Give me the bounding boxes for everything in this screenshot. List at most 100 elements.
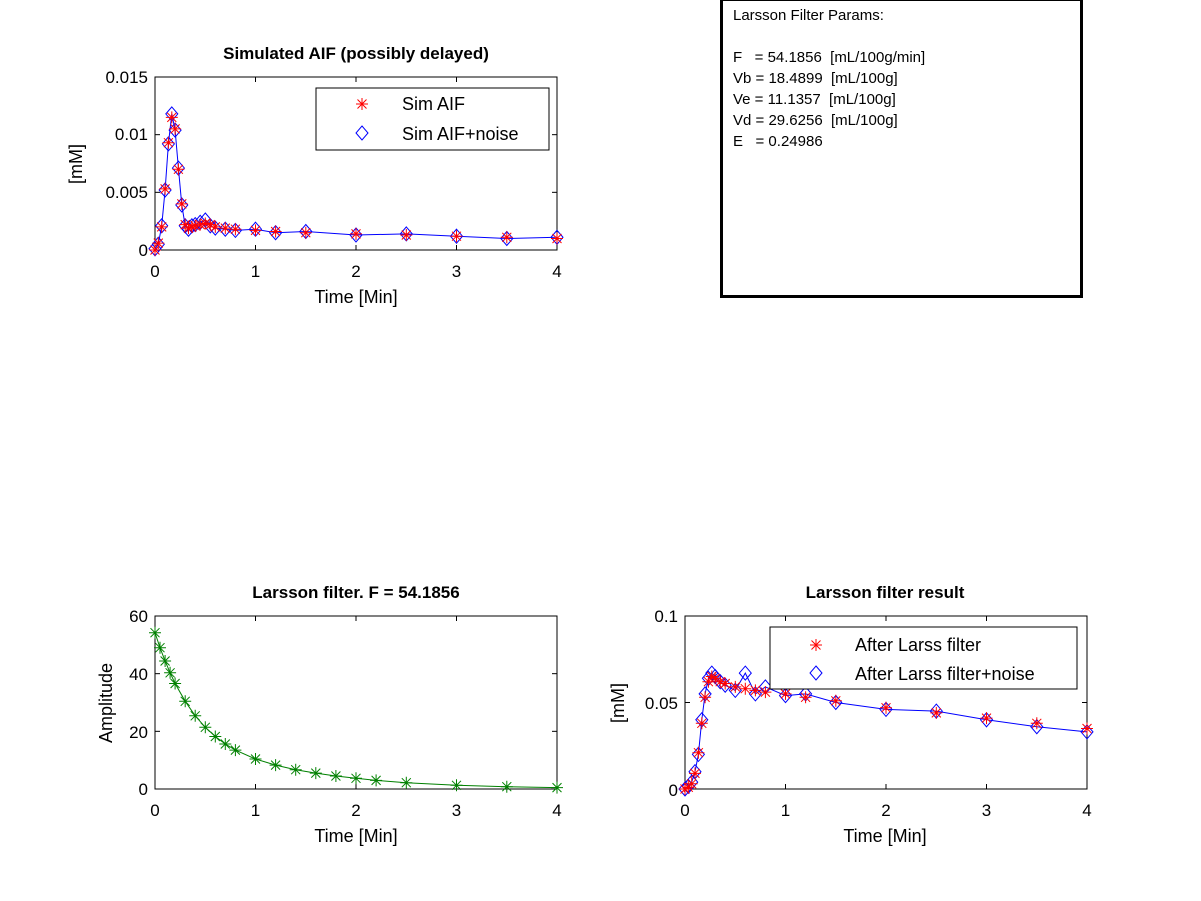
chart-title: Simulated AIF (possibly delayed): [223, 44, 489, 63]
data-point-asterisk: [370, 774, 383, 787]
y-tick-label: 0.015: [105, 68, 148, 87]
data-point-asterisk: [692, 746, 705, 759]
x-tick-label: 2: [351, 262, 360, 281]
legend-label-after-larss: After Larss filter: [855, 635, 981, 655]
plot-area: [154, 615, 558, 790]
x-axis-label: Time [Min]: [314, 287, 397, 307]
series-line-0: [154, 632, 558, 789]
data-point-diamond: [151, 236, 165, 252]
params-textbox: Larsson Filter Params: F = 54.1856 [mL/1…: [720, 0, 1083, 298]
x-tick-label: 3: [982, 801, 991, 820]
data-point-asterisk: [880, 701, 892, 714]
data-point-asterisk: [450, 779, 463, 792]
x-tick-label: 0: [150, 801, 159, 820]
data-point-asterisk: [289, 763, 302, 776]
data-point-asterisk: [714, 675, 727, 688]
data-point-diamond: [158, 182, 172, 198]
chart-title: Larsson filter. F = 54.1856: [252, 583, 459, 602]
data-point-asterisk: [695, 717, 708, 730]
data-point-asterisk: [229, 223, 242, 236]
data-point-diamond: [728, 682, 742, 699]
data-point-asterisk: [152, 237, 165, 250]
param-line-ve: Ve = 11.1357 [mL/100g]: [733, 91, 896, 108]
x-tick-label: 3: [452, 262, 461, 281]
x-tick-labels: 0 1 2 3 4: [150, 801, 561, 820]
data-point-asterisk: [500, 231, 513, 244]
data-point-asterisk: [155, 220, 168, 233]
data-point-asterisk: [175, 197, 188, 210]
data-point-asterisk: [799, 691, 812, 704]
data-point-asterisk: [980, 712, 993, 725]
data-point-diamond: [500, 230, 514, 247]
data-point-asterisk: [182, 222, 195, 235]
y-tick-label: 0: [139, 241, 148, 260]
data-point-asterisk: [269, 759, 282, 772]
data-point-asterisk: [199, 721, 212, 734]
x-tick-label: 0: [150, 262, 159, 281]
y-tick-label: 60: [129, 607, 148, 626]
data-point-asterisk: [164, 666, 177, 679]
legend-box: [769, 626, 1078, 690]
data-point-diamond: [349, 227, 363, 243]
data-point-asterisk: [249, 224, 262, 237]
data-point-asterisk: [179, 695, 192, 708]
data-point-diamond: [879, 701, 893, 718]
data-point-asterisk: [159, 182, 172, 195]
data-point-diamond: [228, 222, 243, 239]
legend-label-sim-aif-noise: Sim AIF+noise: [402, 124, 519, 144]
data-point-asterisk: [400, 229, 413, 241]
data-point-asterisk: [702, 675, 715, 688]
chart-larsson-result: Larsson filter result 0 1 2 3 4 0 0.05 0…: [608, 583, 1094, 846]
data-point-asterisk: [159, 655, 172, 667]
data-point-asterisk: [685, 777, 698, 790]
param-line-vb: Vb = 18.4899 [mL/100g]: [733, 70, 898, 87]
data-point-asterisk: [759, 686, 772, 699]
data-point-asterisk: [209, 220, 222, 233]
data-point-asterisk: [779, 687, 792, 700]
y-tick-label: 0.05: [645, 694, 678, 713]
x-tick-label: 0: [680, 801, 689, 820]
y-tick-label: 0.01: [115, 125, 148, 144]
data-point-asterisk: [1081, 722, 1093, 735]
data-point-diamond: [829, 694, 843, 711]
data-point-asterisk: [699, 691, 712, 704]
data-point-asterisk: [149, 626, 161, 639]
data-point-diamond: [168, 122, 182, 138]
data-point-asterisk: [299, 226, 312, 239]
legend-marker-sim-aif-noise: [355, 125, 369, 141]
y-axis-label: [mM]: [66, 144, 86, 184]
data-point-asterisk: [729, 680, 742, 693]
x-tick-label: 1: [781, 801, 790, 820]
data-point-asterisk: [450, 230, 463, 243]
chart-title: Larsson filter result: [806, 583, 965, 602]
y-tick-label: 0.1: [654, 607, 678, 626]
x-tick-labels: 0 1 2 3 4: [150, 262, 561, 281]
x-tick-label: 4: [552, 801, 561, 820]
legend-label-sim-aif: Sim AIF: [402, 94, 465, 114]
data-point-asterisk: [679, 783, 691, 795]
data-point-asterisk: [749, 684, 762, 697]
legend: After Larss filter After Larss filter+no…: [769, 626, 1078, 690]
data-point-diamond: [1080, 724, 1094, 740]
data-point-asterisk: [169, 677, 182, 690]
data-point-diamond: [691, 746, 706, 763]
data-point-asterisk: [551, 232, 563, 245]
data-point-asterisk: [172, 163, 185, 176]
x-tick-labels: 0 1 2 3 4: [680, 801, 1091, 820]
data-point-asterisk: [739, 682, 752, 695]
y-tick-labels: 0 20 40 60: [129, 607, 148, 799]
y-axis-label: Amplitude: [96, 663, 116, 743]
data-point-asterisk: [154, 641, 166, 654]
data-point-diamond: [175, 197, 189, 213]
x-tick-label: 3: [452, 801, 461, 820]
data-point-asterisk: [309, 767, 322, 780]
series-layer: [149, 626, 563, 794]
data-point-asterisk: [162, 136, 175, 149]
data-point-asterisk: [829, 694, 842, 707]
data-point-asterisk: [169, 122, 182, 135]
series-layer: [678, 665, 1094, 797]
data-point-asterisk: [350, 772, 362, 785]
data-point-asterisk: [229, 744, 242, 757]
param-line-f: F = 54.1856 [mL/100g/min]: [733, 49, 926, 66]
